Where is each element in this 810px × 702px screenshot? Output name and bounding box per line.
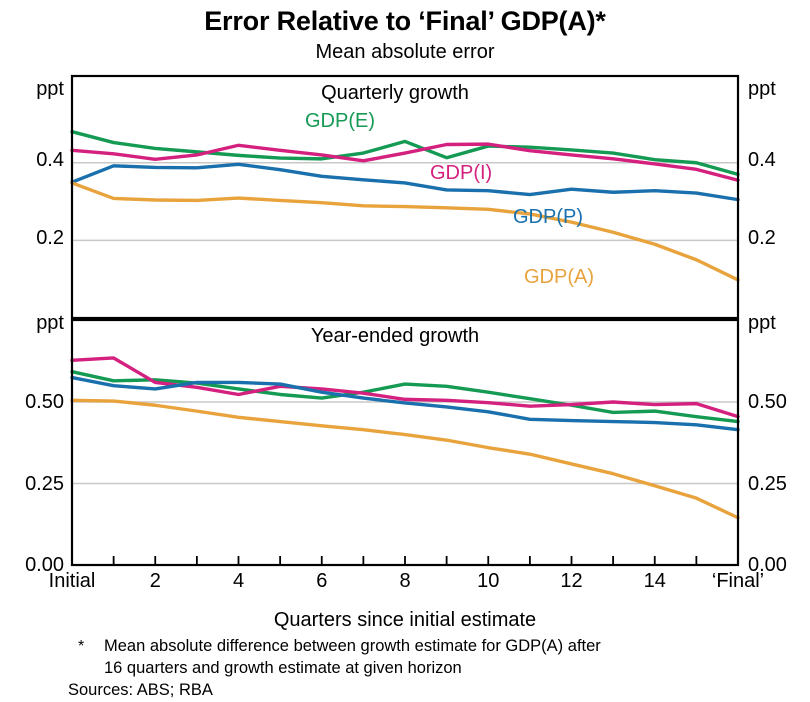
y-tick-bottom-right-1: 0.25 bbox=[748, 473, 787, 495]
panel-frame-bottom bbox=[70, 318, 740, 567]
series-group-quarterly bbox=[70, 129, 740, 282]
y-tick-bottom-right-2: 0.00 bbox=[748, 554, 787, 576]
series-group-year-ended bbox=[70, 356, 740, 520]
y-axis-unit-top-left: ppt bbox=[36, 78, 64, 100]
footnote-line-2: 16 quarters and growth estimate at given… bbox=[104, 659, 462, 677]
y-tick-bottom-left-2: 0.00 bbox=[25, 554, 64, 576]
y-axis-unit-bottom-left: ppt bbox=[36, 312, 64, 334]
sources-line: Sources: ABS; RBA bbox=[68, 681, 213, 699]
y-tick-bottom-left-1: 0.25 bbox=[25, 473, 64, 495]
series-line-gdpp bbox=[70, 375, 740, 432]
series-line-gdpi bbox=[70, 142, 740, 182]
x-axis-title: Quarters since initial estimate bbox=[273, 609, 537, 631]
footnote-marker: * bbox=[78, 638, 85, 655]
series-line-gdpa bbox=[70, 181, 740, 282]
x-tick-label-2: 4 bbox=[232, 570, 245, 592]
x-tick-label-8: ‘Final’ bbox=[711, 570, 765, 592]
y-tick-bottom-left-0: 0.50 bbox=[25, 391, 64, 413]
x-tick-label-7: 14 bbox=[643, 570, 666, 592]
x-tick-label-1: 2 bbox=[149, 570, 161, 592]
series-label-gdp-e: GDP(E) bbox=[305, 110, 375, 132]
y-tick-bottom-right-0: 0.50 bbox=[748, 391, 787, 413]
series-label-gdp-p: GDP(P) bbox=[513, 206, 583, 228]
series-line-gdpe bbox=[70, 129, 740, 177]
x-axis-ticks bbox=[71, 556, 739, 565]
series-line-gdpa bbox=[70, 398, 740, 520]
y-tick-top-right-1: 0.2 bbox=[748, 227, 776, 249]
y-tick-top-right-0: 0.4 bbox=[748, 149, 776, 171]
chart-subtitle: Mean absolute error bbox=[315, 41, 495, 63]
panel-title-quarterly: Quarterly growth bbox=[321, 82, 469, 104]
series-label-gdp-i: GDP(I) bbox=[430, 162, 493, 184]
x-tick-label-0: Initial bbox=[48, 570, 96, 592]
series-line-gdpp bbox=[70, 162, 740, 202]
footnote-line-1: Mean absolute difference between growth … bbox=[104, 637, 601, 655]
panel-title-year-ended: Year-ended growth bbox=[310, 325, 480, 347]
x-tick-label-4: 8 bbox=[399, 570, 411, 592]
y-tick-top-left-1: 0.2 bbox=[36, 227, 64, 249]
y-tick-top-left-0: 0.4 bbox=[36, 149, 64, 171]
y-axis-unit-bottom-right: ppt bbox=[748, 312, 776, 334]
series-line-gdpe bbox=[70, 369, 740, 424]
x-tick-label-3: 6 bbox=[316, 570, 328, 592]
page-title: Error Relative to ‘Final’ GDP(A)* bbox=[204, 6, 606, 36]
x-tick-label-5: 10 bbox=[477, 570, 500, 592]
y-axis-unit-top-right: ppt bbox=[748, 78, 776, 100]
panel-frame-top bbox=[70, 74, 740, 320]
series-label-gdp-a: GDP(A) bbox=[524, 266, 594, 288]
x-tick-label-6: 12 bbox=[560, 570, 583, 592]
